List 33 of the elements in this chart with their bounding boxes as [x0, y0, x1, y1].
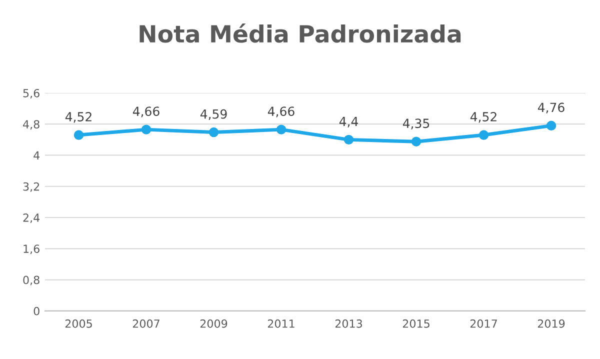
data-label: 4,52 — [470, 112, 496, 123]
x-tick-label: 2013 — [335, 319, 362, 328]
data-label: 4,76 — [538, 102, 564, 114]
x-tick-label: 2011 — [268, 319, 294, 328]
point — [74, 130, 84, 140]
data-label: 4,59 — [200, 109, 227, 120]
data-label: 4,35 — [402, 118, 430, 130]
x-tick-label: 2019 — [538, 319, 565, 328]
data-label: 4,66 — [268, 106, 294, 118]
y-tick-label: 4,8 — [23, 120, 40, 130]
chart-title: Nota Média Padronizada — [140, 24, 461, 43]
point — [141, 124, 152, 134]
y-tick-label: 0 — [34, 306, 40, 316]
y-tick-label: 2,4 — [23, 213, 40, 224]
x-tick-label: 2007 — [132, 319, 160, 328]
y-tick-label: 5,6 — [23, 88, 40, 98]
x-tick-label: 2005 — [65, 319, 92, 328]
data-label: 4,4 — [339, 116, 358, 128]
y-tick-label: 0,8 — [23, 276, 40, 286]
x-tick-label: 2017 — [470, 319, 497, 328]
x-tick-label: 2015 — [402, 319, 430, 328]
y-tick-label: 4 — [34, 151, 40, 160]
point — [478, 130, 489, 140]
y-tick-label: 3,2 — [23, 182, 40, 192]
point — [208, 127, 219, 138]
data-label: 4,52 — [65, 112, 92, 123]
x-tick-label: 2009 — [200, 319, 228, 328]
data-label: 4,66 — [132, 106, 160, 118]
point — [411, 136, 422, 146]
point — [344, 134, 354, 145]
point — [546, 120, 556, 131]
point — [276, 124, 286, 134]
y-tick-label: 1,6 — [24, 244, 40, 254]
